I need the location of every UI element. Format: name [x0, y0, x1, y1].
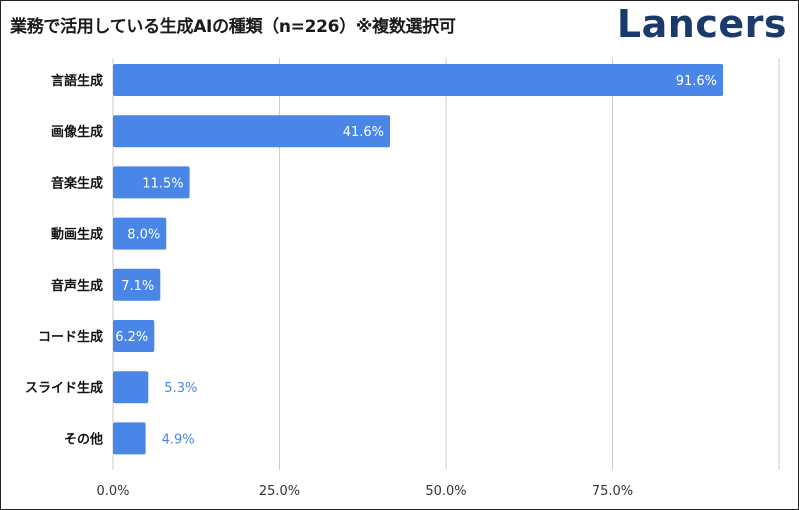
bar [113, 64, 723, 96]
data-label: 41.6% [343, 125, 384, 140]
category-label: 画像生成 [51, 124, 103, 140]
data-label: 5.3% [164, 381, 197, 396]
category-label: 動画生成 [51, 227, 103, 243]
data-label: 7.1% [121, 279, 154, 294]
category-label: スライド生成 [25, 380, 103, 396]
data-label: 4.9% [162, 432, 195, 447]
x-tick-label: 75.0% [592, 484, 633, 499]
x-tick-label: 25.0% [259, 484, 300, 499]
data-label: 8.0% [127, 228, 160, 243]
data-label: 6.2% [115, 330, 148, 345]
bar [113, 422, 146, 454]
x-tick-label: 50.0% [425, 484, 466, 499]
x-tick-label: 0.0% [96, 484, 129, 499]
data-label: 91.6% [676, 74, 717, 89]
category-label: その他 [64, 431, 103, 447]
category-label: 音楽生成 [51, 175, 103, 191]
category-label: 言語生成 [51, 73, 103, 89]
category-label: コード生成 [38, 329, 103, 345]
data-label: 11.5% [142, 176, 183, 191]
bar-chart: 0.0% 25.0% 50.0% 75.0% 言語生成 91.6% 画像生成 41.6% 音楽生… [0, 0, 799, 510]
category-label: 音声生成 [51, 278, 103, 294]
bar [113, 371, 148, 403]
